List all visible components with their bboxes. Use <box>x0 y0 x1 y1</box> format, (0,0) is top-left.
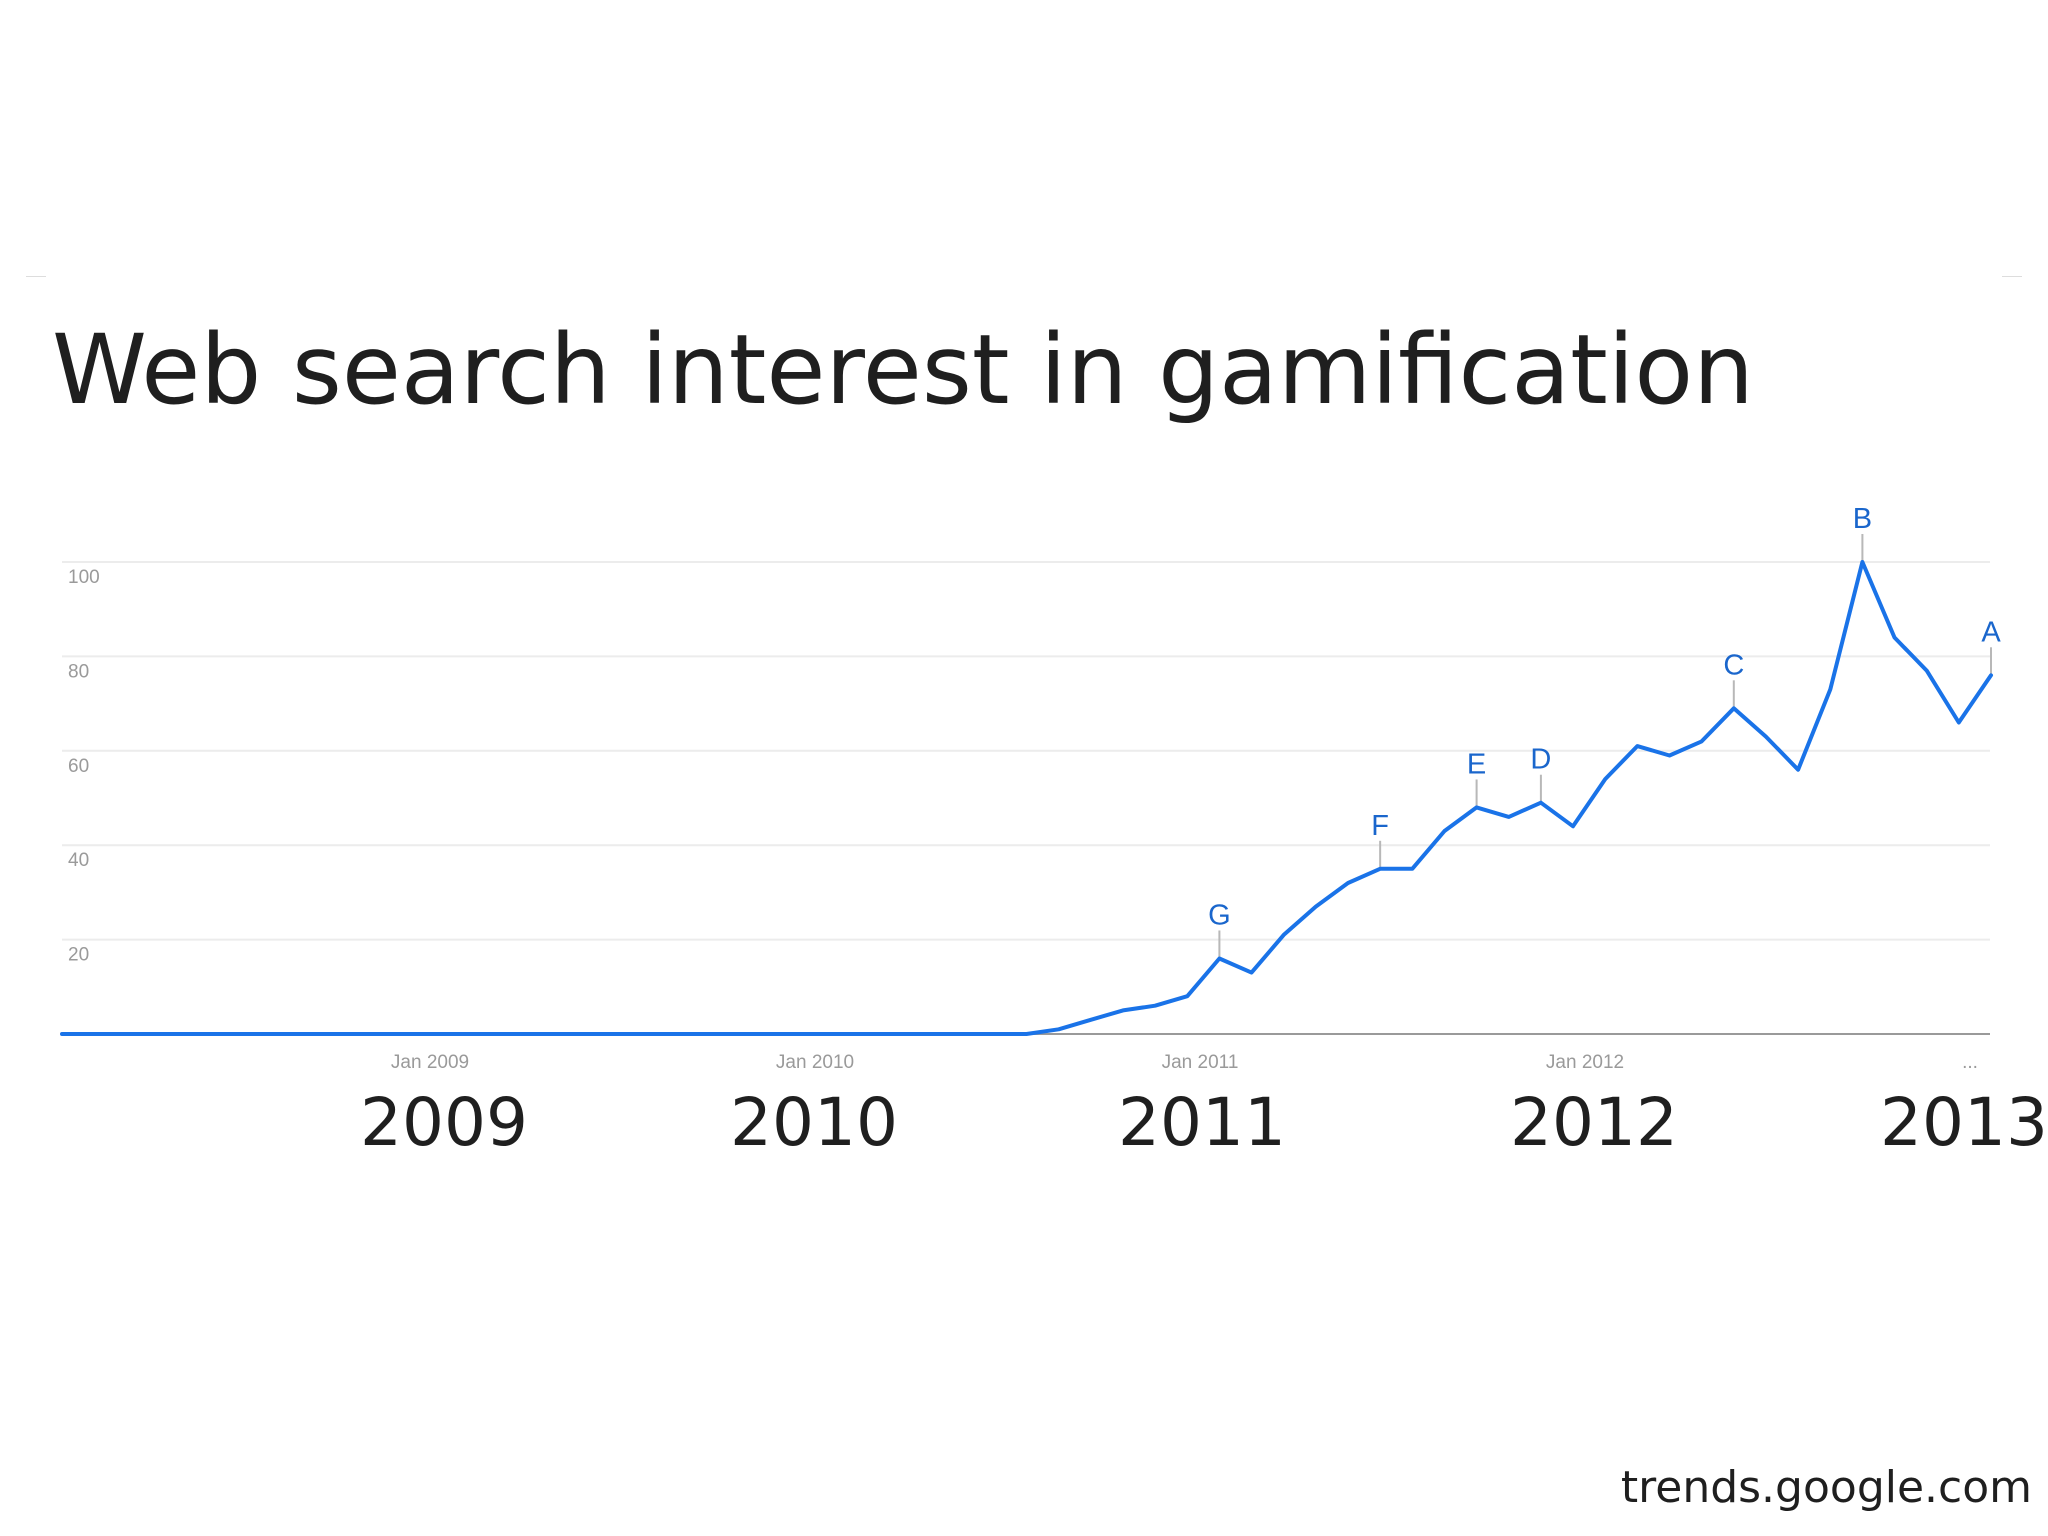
chart-grid <box>62 561 1990 1035</box>
source-credit: trends.google.com <box>1620 1462 2032 1513</box>
annotation-label-d: D <box>1530 744 1551 776</box>
x-axis-ticks: Jan 2009 Jan 2010 Jan 2011 Jan 2012... <box>391 1052 1978 1073</box>
chart-annotations: G F E D C B A <box>1208 503 2001 959</box>
chart-series <box>60 560 1993 1036</box>
annotation-label-c: C <box>1723 649 1744 681</box>
x-tick-label: Jan 2011 <box>1162 1052 1239 1073</box>
y-tick-label: 80 <box>68 661 89 682</box>
y-tick-label: 20 <box>68 945 89 966</box>
y-tick-label: 100 <box>68 567 100 588</box>
slide-title: Web search interest in gamification <box>52 314 1754 426</box>
annotation-label-f: F <box>1371 810 1389 842</box>
annotation-label-b: B <box>1853 503 1872 535</box>
y-tick-label: 60 <box>68 756 89 777</box>
y-tick-label: 40 <box>68 850 89 871</box>
year-label-2009: 2009 <box>360 1084 528 1161</box>
series-line-0 <box>60 560 1993 1036</box>
year-label-2010: 2010 <box>730 1084 898 1161</box>
annotation-label-a: A <box>1981 616 2001 648</box>
year-label-2013: 2013 <box>1880 1084 2048 1161</box>
x-tick-label: ... <box>1962 1052 1978 1073</box>
x-tick-label: Jan 2012 <box>1546 1052 1624 1073</box>
annotation-label-g: G <box>1208 899 1231 931</box>
annotation-label-e: E <box>1467 748 1486 780</box>
slide-corner-mark-right <box>2002 276 2022 277</box>
x-tick-label: Jan 2009 <box>391 1052 469 1073</box>
year-label-2011: 2011 <box>1118 1084 1286 1161</box>
x-tick-label: Jan 2010 <box>776 1052 854 1073</box>
y-axis-ticks: 20 40 60 80 100 <box>68 567 100 966</box>
slide-corner-mark-left <box>26 276 46 277</box>
year-label-2012: 2012 <box>1510 1084 1678 1161</box>
